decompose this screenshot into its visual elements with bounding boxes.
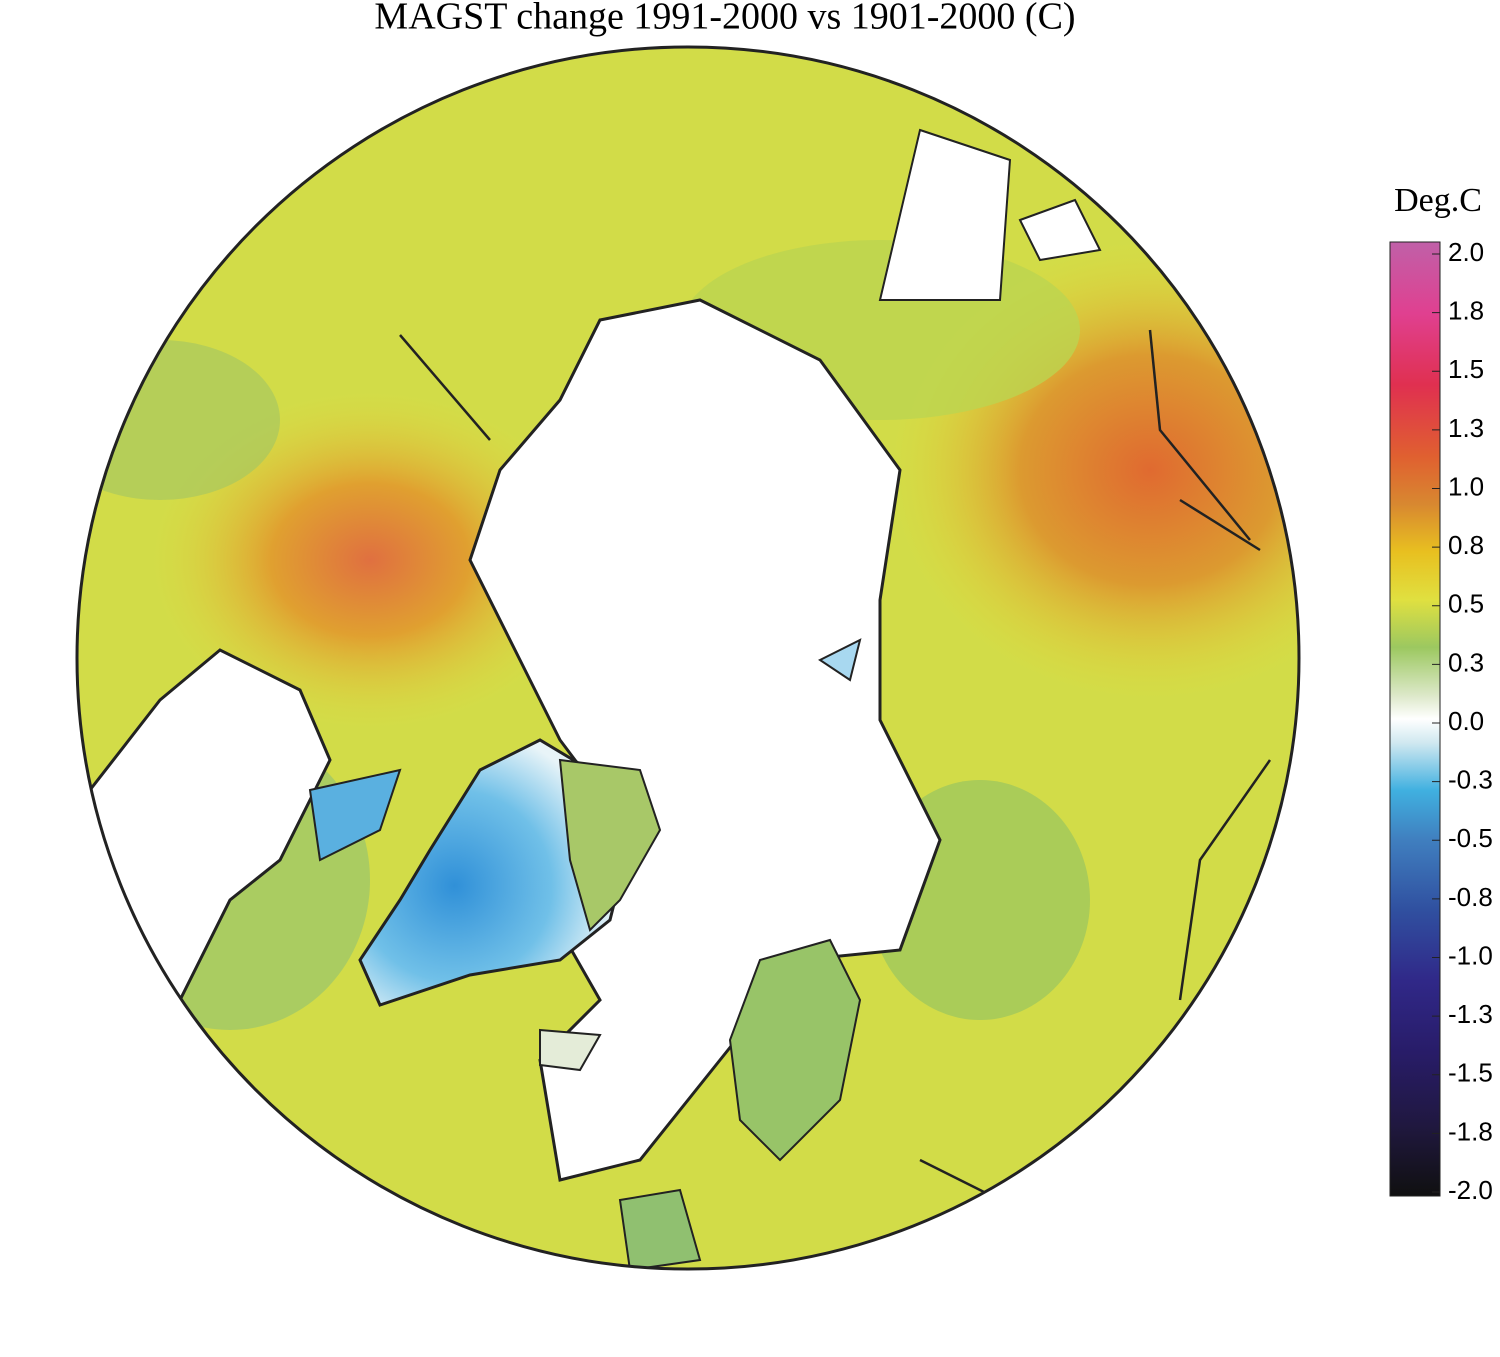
- colorbar-tick-label: 0.8: [1448, 530, 1484, 560]
- colorbar-tick-label: 1.3: [1448, 413, 1484, 443]
- colorbar-tick-label: -0.8: [1448, 882, 1493, 912]
- colorbar: [1389, 241, 1441, 1197]
- map-title: MAGST change 1991-2000 vs 1901-2000 (C): [374, 0, 1075, 38]
- map-border: [75, 45, 1301, 1271]
- colorbar-tick-label: 1.0: [1448, 471, 1484, 501]
- colorbar-tick-label: -1.5: [1448, 1058, 1493, 1088]
- colorbar-tick-label: -0.5: [1448, 823, 1493, 853]
- colorbar-tick-label: -0.3: [1448, 765, 1493, 795]
- colorbar-tick-label: -1.8: [1448, 1116, 1493, 1146]
- colorbar-tick-label: 1.5: [1448, 354, 1484, 384]
- colorbar-tick-label: 2.0: [1448, 237, 1484, 267]
- legend-title: Deg.C: [1394, 182, 1482, 219]
- colorbar-tick-label: -1.0: [1448, 940, 1493, 970]
- colorbar-tick-label: 0.3: [1448, 647, 1484, 677]
- colorbar-tick-label: 0.0: [1448, 706, 1484, 736]
- map-body: [77, 47, 1299, 1269]
- colorbar-tick-label: 1.8: [1448, 296, 1484, 326]
- colorbar-tick-label: 0.5: [1448, 589, 1484, 619]
- colorbar-tick-label: -1.3: [1448, 999, 1493, 1029]
- colorbar-tick-label: -2.0: [1448, 1175, 1493, 1205]
